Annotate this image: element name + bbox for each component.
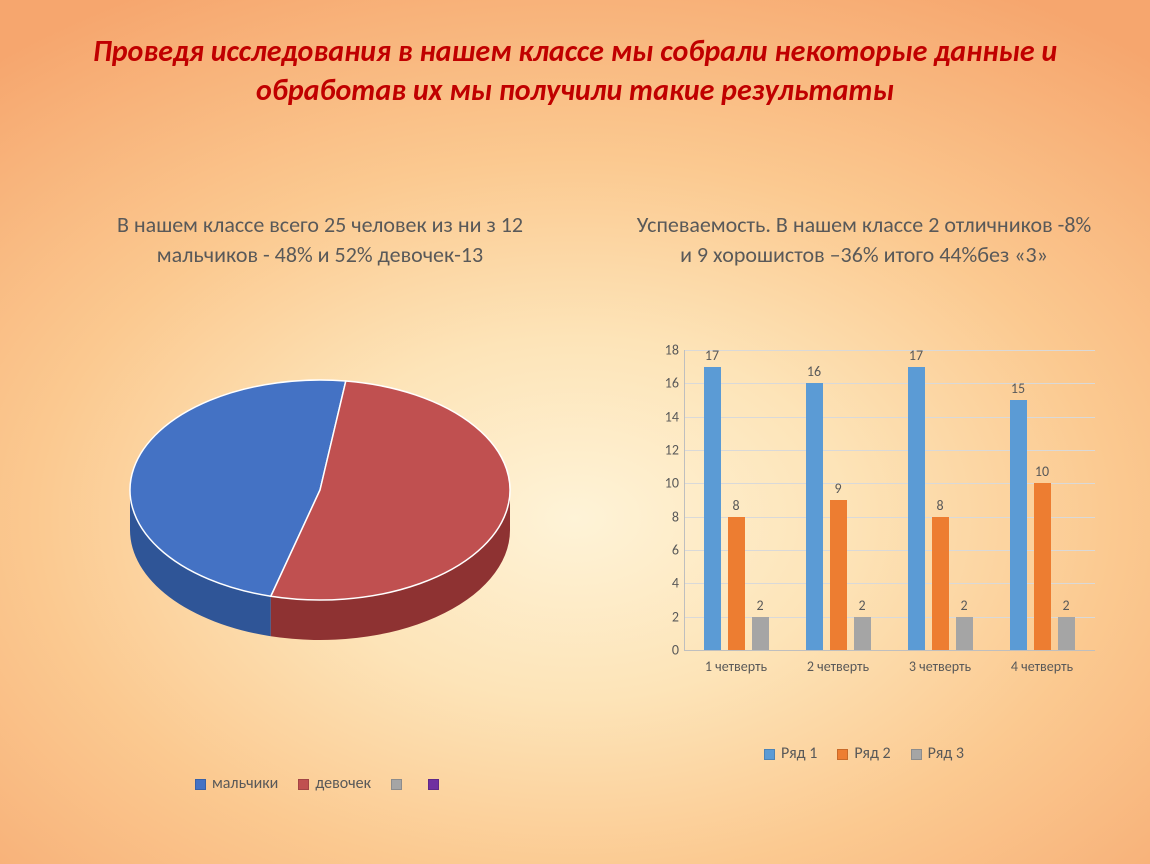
legend-swatch: [428, 779, 439, 790]
x-category: 1 четверть: [685, 658, 787, 675]
pie-chart: [60, 370, 580, 750]
legend-swatch: [911, 749, 922, 760]
bar: 8: [728, 517, 745, 650]
legend-item: [391, 774, 408, 793]
bar: 10: [1034, 483, 1051, 650]
page-title: Проведя исследования в нашем классе мы с…: [0, 32, 1150, 110]
legend-item: [428, 774, 445, 793]
left-panel: В нашем классе всего 25 человек из ни з …: [60, 210, 580, 793]
bar-value-label: 9: [834, 480, 841, 497]
x-category: 3 четверть: [889, 658, 991, 675]
bar: 2: [956, 617, 973, 650]
bar-value-label: 2: [756, 597, 763, 614]
pie-legend: мальчики девочек: [60, 774, 580, 793]
bar-legend: Ряд 1 Ряд 2 Ряд 3: [604, 744, 1124, 763]
y-tick: 8: [672, 508, 679, 525]
legend-swatch: [195, 779, 206, 790]
x-category: 2 четверть: [787, 658, 889, 675]
bar: 17: [908, 367, 925, 650]
bar: 9: [830, 500, 847, 650]
bar: 2: [1058, 617, 1075, 650]
legend-item: мальчики: [195, 774, 278, 793]
y-tick: 16: [665, 375, 679, 392]
y-tick: 0: [672, 642, 679, 659]
legend-swatch: [837, 749, 848, 760]
bar-value-label: 2: [858, 597, 865, 614]
pie-subtitle: В нашем классе всего 25 человек из ни з …: [60, 210, 580, 340]
bar-value-label: 2: [960, 597, 967, 614]
bar-subtitle: Успеваемость. В нашем классе 2 отличнико…: [604, 210, 1124, 340]
bar: 15: [1010, 400, 1027, 650]
bar: 2: [854, 617, 871, 650]
bar-value-label: 17: [705, 347, 719, 364]
y-tick: 6: [672, 542, 679, 559]
bar-value-label: 15: [1011, 380, 1025, 397]
bar-value-label: 2: [1062, 597, 1069, 614]
y-tick: 12: [665, 442, 679, 459]
legend-item: Ряд 2: [837, 744, 890, 763]
bar: 8: [932, 517, 949, 650]
bar-chart: 02468101214161817821 четверть16922 четве…: [604, 340, 1124, 720]
legend-item: Ряд 3: [911, 744, 964, 763]
right-panel: Успеваемость. В нашем классе 2 отличнико…: [604, 210, 1124, 763]
legend-swatch: [391, 779, 402, 790]
bar: 16: [806, 383, 823, 650]
x-category: 4 четверть: [991, 658, 1093, 675]
legend-item: Ряд 1: [764, 744, 817, 763]
y-tick: 14: [665, 408, 679, 425]
bar-value-label: 8: [936, 497, 943, 514]
bar-value-label: 16: [807, 363, 821, 380]
bar-value-label: 17: [909, 347, 923, 364]
bar: 17: [704, 367, 721, 650]
y-tick: 18: [665, 342, 679, 359]
legend-swatch: [764, 749, 775, 760]
bar-value-label: 8: [732, 497, 739, 514]
y-tick: 4: [672, 575, 679, 592]
bar-value-label: 10: [1035, 463, 1049, 480]
y-tick: 10: [665, 475, 679, 492]
legend-swatch: [298, 779, 309, 790]
legend-item: девочек: [298, 774, 371, 793]
bar: 2: [752, 617, 769, 650]
y-tick: 2: [672, 608, 679, 625]
